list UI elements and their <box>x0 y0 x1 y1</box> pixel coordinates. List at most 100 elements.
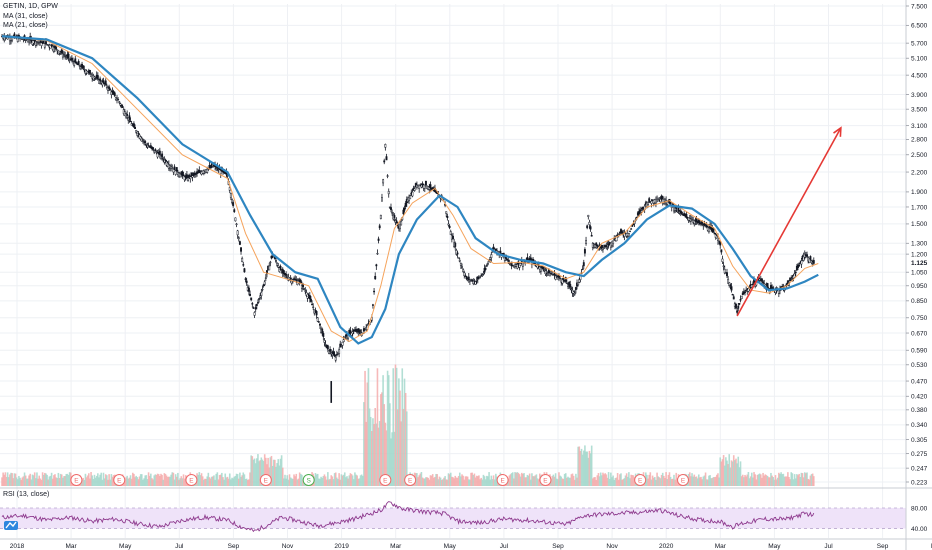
volume-bar <box>86 475 89 486</box>
candle-body <box>373 290 376 293</box>
candle-body <box>378 225 381 229</box>
volume-bar <box>736 463 738 486</box>
volume-bar <box>581 454 584 486</box>
candle-body <box>629 230 631 233</box>
marker-label: E <box>681 477 686 484</box>
candle-body <box>63 54 65 56</box>
volume-bar <box>603 474 605 486</box>
volume-bar <box>277 459 280 486</box>
candle-body <box>507 259 510 262</box>
volume-bar <box>3 474 6 486</box>
volume-bar <box>110 474 113 486</box>
volume-bar <box>739 461 742 486</box>
volume-bar <box>201 476 204 486</box>
candle-body <box>375 264 378 267</box>
volume-bar <box>60 474 63 486</box>
volume-bar <box>242 472 245 486</box>
candle-body <box>342 339 345 343</box>
candle-body <box>415 184 418 189</box>
candle-body <box>56 49 59 52</box>
legend-ma-21[interactable]: MA (21, close) <box>3 22 48 29</box>
candle-body <box>282 270 285 275</box>
volume-bar <box>251 456 254 486</box>
tradingview-logo-icon[interactable] <box>4 521 18 530</box>
volume-bar <box>697 474 700 486</box>
volume-bar <box>797 475 799 486</box>
volume-bar <box>721 459 724 486</box>
volume-bar <box>595 479 597 486</box>
price-tick-label-26: 0.340 <box>911 422 928 429</box>
candle-body <box>707 227 710 233</box>
volume-bar <box>15 477 18 486</box>
price-tick-label-21: 0.590 <box>911 348 928 355</box>
volume-bar <box>453 478 455 486</box>
volume-bar <box>380 394 382 486</box>
volume-bar <box>241 475 243 486</box>
volume-bar <box>778 472 780 486</box>
volume-bar <box>648 474 650 486</box>
marker-earnings <box>677 474 690 486</box>
candle-body <box>568 282 571 287</box>
volume-bar <box>106 475 108 486</box>
volume-bar <box>431 474 434 486</box>
price-axis-bg <box>906 0 932 550</box>
legend-ma-31[interactable]: MA (31, close) <box>3 13 48 20</box>
volume-bar <box>522 473 524 486</box>
candle-body <box>308 295 311 300</box>
volume-bar <box>529 479 532 486</box>
volume-bar <box>146 479 149 486</box>
legend-rsi[interactable]: RSI (13, close) <box>3 491 50 498</box>
candle-body <box>728 282 731 286</box>
candle-body <box>42 40 45 44</box>
volume-bar <box>588 450 591 486</box>
candle-body <box>569 284 572 288</box>
volume-bar <box>236 474 239 486</box>
time-axis[interactable]: 2018 Mar May Jul Sep Nov 2019 Mar May Jul Sep Nov 20… <box>0 538 932 550</box>
marker-earnings <box>404 474 417 486</box>
volume-bar <box>20 479 22 486</box>
candle-body <box>467 276 470 280</box>
volume-bar <box>130 478 133 486</box>
volume-bar <box>267 457 269 486</box>
volume-bar <box>460 476 462 486</box>
candle-body <box>464 275 467 277</box>
candle-body <box>194 173 197 175</box>
volume-bar <box>747 472 750 486</box>
volume-bar <box>334 472 337 486</box>
candle-body <box>480 275 483 277</box>
volume-bar <box>646 474 648 486</box>
volume-bar <box>133 473 135 486</box>
volume-bar <box>152 479 154 486</box>
volume-bar <box>737 456 740 486</box>
volume-bar <box>700 476 702 486</box>
candle-body <box>234 217 237 222</box>
candle-body <box>202 170 205 174</box>
candle-body <box>260 292 263 296</box>
volume-bar <box>478 475 480 486</box>
volume-bar <box>51 478 54 486</box>
time-tick-label-15: Jul <box>824 543 833 550</box>
candle-body <box>456 252 459 255</box>
volume-bar <box>209 478 212 486</box>
marker-earnings <box>496 474 509 486</box>
candle-body <box>449 231 452 235</box>
volume-bar <box>331 476 334 486</box>
candle-body <box>602 247 604 250</box>
candle-body <box>802 256 805 261</box>
volume-bar <box>771 475 773 486</box>
volume-bar <box>575 473 577 486</box>
volume-bar <box>513 478 515 486</box>
volume-bar <box>168 476 170 486</box>
candle-body <box>809 256 812 261</box>
volume-bar <box>526 474 529 486</box>
volume-bar <box>225 477 228 486</box>
volume-bar <box>811 473 814 486</box>
candle-body <box>519 263 522 266</box>
candle-body <box>250 297 253 301</box>
volume-bar <box>516 472 519 486</box>
price-axis[interactable]: 7.500 6.500 5.700 5.100 4.500 3.900 3.500 3.100… <box>905 0 932 550</box>
volume-bar <box>597 473 600 486</box>
candle-body <box>259 295 262 298</box>
